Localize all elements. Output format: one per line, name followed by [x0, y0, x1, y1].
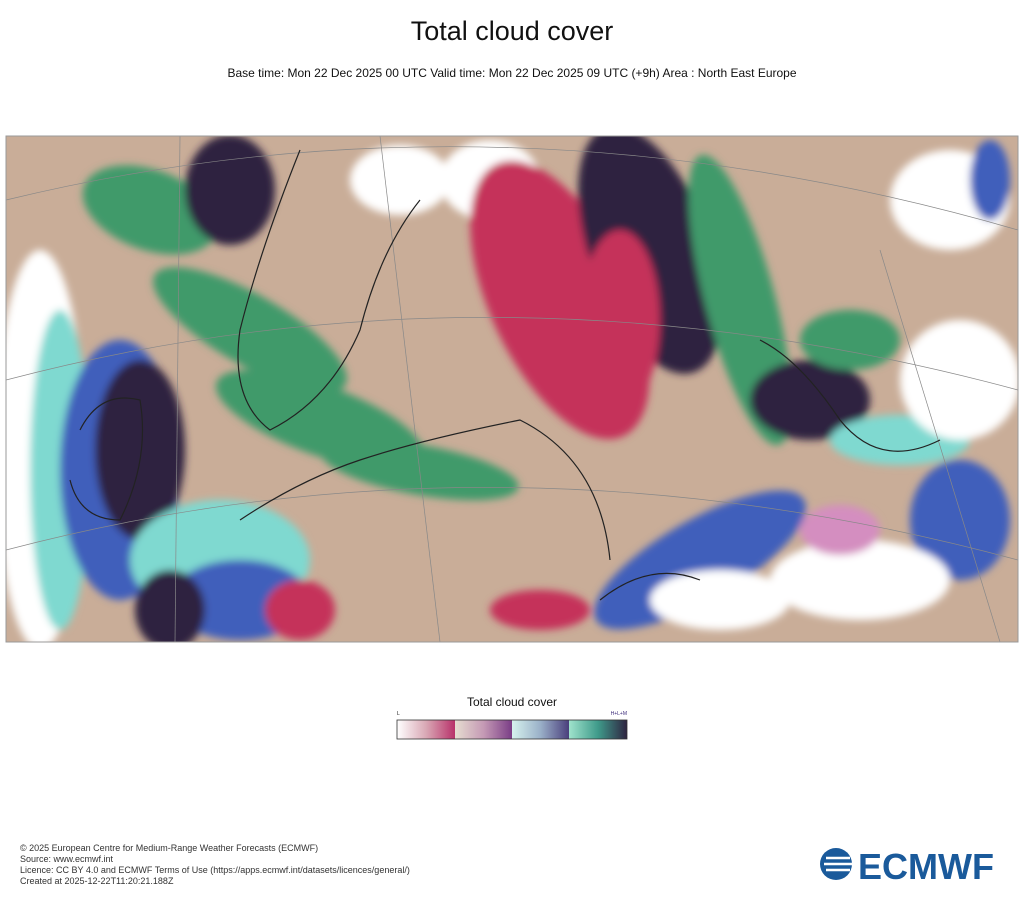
- coastline: [237, 149, 421, 431]
- footer-line: © 2025 European Centre for Medium-Range …: [20, 843, 319, 853]
- colorbar-segment: [569, 720, 627, 739]
- title: Total cloud cover: [410, 16, 614, 46]
- cloud-area: [800, 310, 900, 370]
- footer-line: Licence: CC BY 4.0 and ECMWF Terms of Us…: [20, 865, 410, 875]
- legend-high-label: H+L+M: [611, 711, 627, 717]
- cloud-area: [900, 320, 1018, 440]
- cloud-area: [688, 154, 792, 446]
- latitude-line: [6, 146, 1018, 231]
- graticule: [6, 136, 1018, 642]
- cloud-area: [800, 505, 880, 555]
- cloud-area: [910, 460, 1010, 580]
- cloud-fields: [6, 136, 1018, 642]
- cloud-area: [490, 590, 590, 630]
- map-frame: [5, 135, 1019, 643]
- cloud-area: [594, 490, 806, 630]
- cloud-area: [95, 360, 185, 540]
- cloud-map: [6, 136, 1018, 642]
- cloud-area: [185, 136, 275, 245]
- logo-icon-lines: [824, 856, 852, 872]
- cloud-area: [82, 165, 218, 255]
- coastlines: [69, 149, 941, 601]
- longitude-line: [379, 136, 441, 642]
- subtitle: Base time: Mon 22 Dec 2025 00 UTC Valid …: [227, 66, 797, 80]
- logo-text: ECMWF: [858, 846, 994, 887]
- colorbar-segment: [455, 720, 512, 739]
- latitude-line: [6, 487, 1018, 561]
- colorbar-segment: [512, 720, 569, 739]
- colorbar-segment: [397, 720, 455, 739]
- logo: ECMWF: [820, 846, 994, 887]
- colorbar-frame: [396, 719, 628, 740]
- longitude-line: [879, 249, 1001, 642]
- coastline: [759, 339, 941, 452]
- cloud-area: [153, 267, 347, 393]
- cloud-area: [650, 570, 790, 630]
- legend-low-label: L: [397, 711, 400, 717]
- longitude-line: [174, 136, 181, 642]
- coastline: [599, 572, 701, 601]
- colorbar: [396, 719, 628, 740]
- cloud-area: [265, 580, 335, 640]
- cloud-area: [580, 230, 660, 410]
- cloud-area: [321, 439, 519, 501]
- footer: © 2025 European Centre for Medium-Range …: [20, 843, 410, 887]
- cloud-area: [350, 145, 450, 215]
- coastline: [69, 397, 144, 521]
- coastline: [239, 419, 611, 561]
- cloud-area: [770, 540, 950, 620]
- cloud-area: [135, 570, 205, 642]
- cloud-area: [970, 140, 1010, 220]
- footer-line: Created at 2025-12-22T11:20:21.188Z: [20, 876, 174, 886]
- legend-title: Total cloud cover: [467, 695, 557, 709]
- footer-line: Source: www.ecmwf.int: [20, 854, 114, 864]
- latitude-line: [6, 317, 1018, 391]
